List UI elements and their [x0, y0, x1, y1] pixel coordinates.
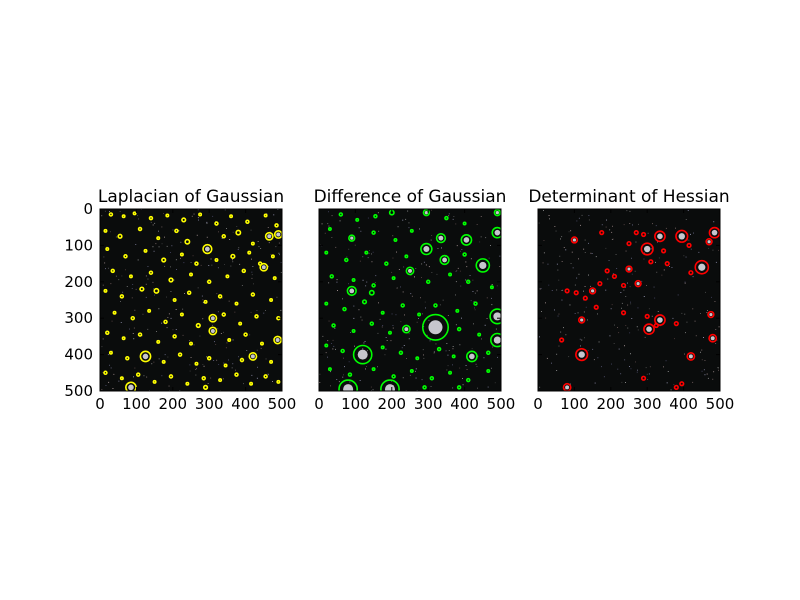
x-tick-label: 500 — [487, 395, 516, 413]
panel-title: Determinant of Hessian — [528, 187, 729, 207]
y-tick-label: 100 — [64, 236, 93, 254]
x-tick-label: 400 — [450, 395, 479, 413]
x-tick-label: 200 — [158, 395, 187, 413]
x-tick-label: 100 — [341, 395, 370, 413]
x-tick-label: 0 — [314, 395, 324, 413]
x-tick-label: 400 — [669, 395, 698, 413]
panel-title: Laplacian of Gaussian — [98, 187, 284, 207]
y-tick-label: 400 — [64, 346, 93, 364]
x-tick-label: 0 — [95, 395, 105, 413]
panel-title: Difference of Gaussian — [314, 187, 507, 207]
y-tick-label: 300 — [64, 309, 93, 327]
x-tick-label: 300 — [195, 395, 224, 413]
x-tick-label: 500 — [268, 395, 297, 413]
x-tick-label: 200 — [377, 395, 406, 413]
x-tick-label: 100 — [560, 395, 589, 413]
x-tick-label: 300 — [633, 395, 662, 413]
dog-panel: Difference of Gaussian 0 100 200 300 400 500 — [314, 187, 516, 413]
image-background — [100, 209, 282, 391]
y-tick-label: 200 — [64, 273, 93, 291]
x-tick-label: 100 — [122, 395, 151, 413]
x-tick-label: 300 — [414, 395, 443, 413]
image-background — [538, 209, 720, 391]
x-tick-label: 500 — [706, 395, 735, 413]
x-tick-label: 0 — [533, 395, 543, 413]
doh-panel: Determinant of Hessian 0 100 200 300 400 500 — [528, 187, 734, 413]
image-background — [319, 209, 501, 391]
x-tick-label: 200 — [596, 395, 625, 413]
y-tick-label: 500 — [64, 382, 93, 400]
x-tick-label: 400 — [231, 395, 260, 413]
log-panel: Laplacian of Gaussian0 100 200 300 400 500010… — [64, 187, 296, 413]
y-tick-label: 0 — [83, 200, 93, 218]
